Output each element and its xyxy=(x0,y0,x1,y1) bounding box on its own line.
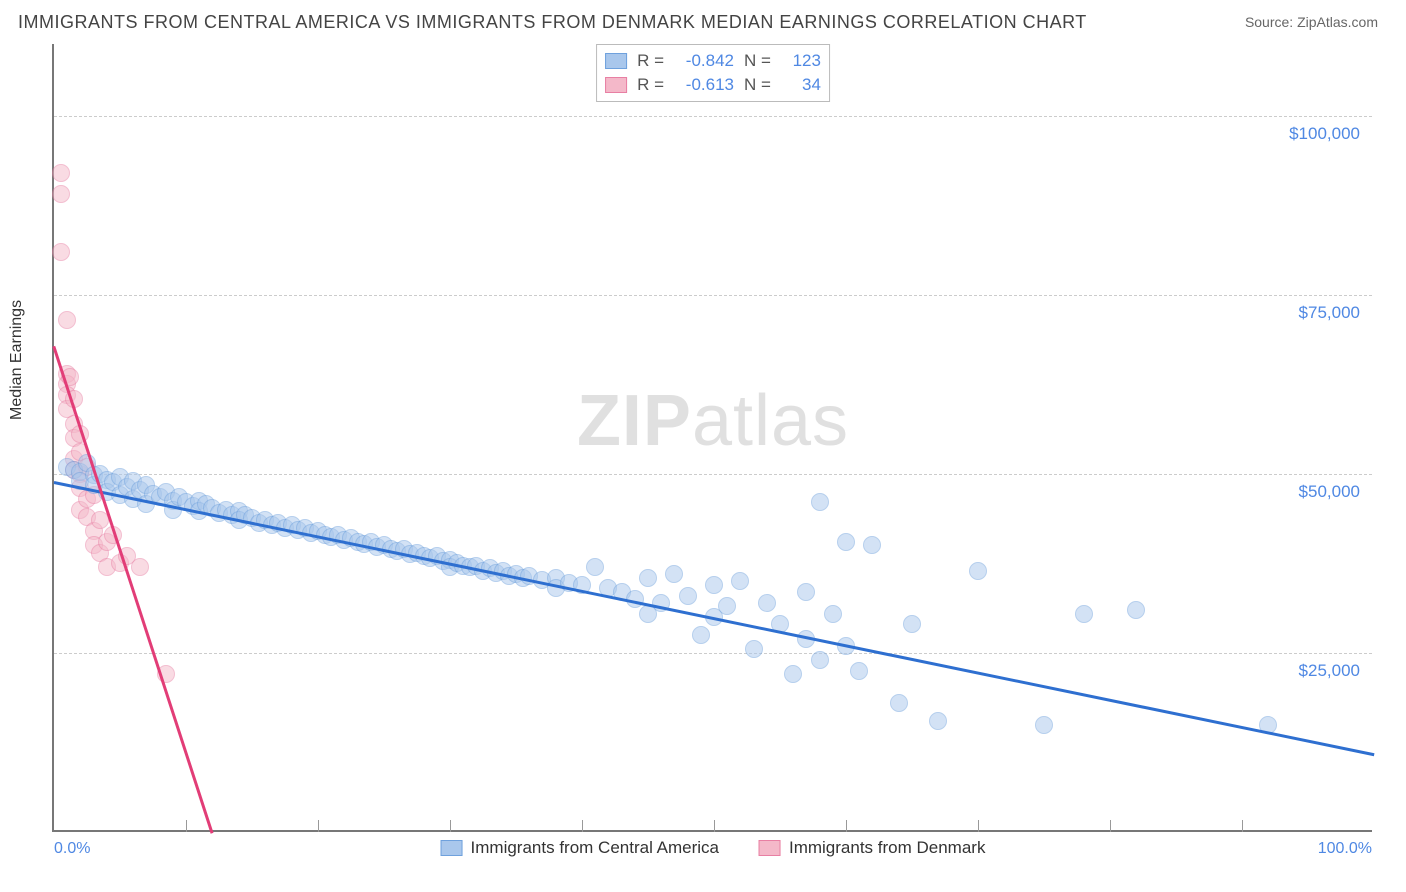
stats-row-denmark: R = -0.613 N = 34 xyxy=(605,73,821,97)
trend-line-denmark xyxy=(53,346,214,834)
scatter-point-denmark xyxy=(52,243,70,261)
scatter-point-central_america xyxy=(811,493,829,511)
gridline-h xyxy=(54,295,1372,296)
scatter-point-central_america xyxy=(745,640,763,658)
scatter-point-central_america xyxy=(784,665,802,683)
swatch-denmark xyxy=(759,840,781,856)
chart-title: IMMIGRANTS FROM CENTRAL AMERICA VS IMMIG… xyxy=(18,12,1087,33)
n-label: N = xyxy=(744,51,771,71)
trend-line-central_america xyxy=(54,481,1374,756)
series-legend: Immigrants from Central America Immigrant… xyxy=(441,838,986,858)
scatter-point-denmark xyxy=(58,311,76,329)
scatter-point-central_america xyxy=(639,569,657,587)
swatch-central_america xyxy=(605,53,627,69)
y-axis-label: Median Earnings xyxy=(8,300,26,420)
scatter-point-central_america xyxy=(758,594,776,612)
scatter-point-central_america xyxy=(692,626,710,644)
r-label: R = xyxy=(637,51,664,71)
y-tick-label: $100,000 xyxy=(1289,124,1360,144)
scatter-point-central_america xyxy=(679,587,697,605)
source-link[interactable]: ZipAtlas.com xyxy=(1297,14,1378,30)
gridline-h xyxy=(54,116,1372,117)
gridline-h xyxy=(54,653,1372,654)
swatch-central_america xyxy=(441,840,463,856)
scatter-point-central_america xyxy=(863,536,881,554)
scatter-point-central_america xyxy=(586,558,604,576)
gridline-v xyxy=(582,820,583,832)
gridline-v xyxy=(318,820,319,832)
gridline-v xyxy=(1242,820,1243,832)
scatter-point-denmark xyxy=(52,164,70,182)
gridline-v xyxy=(1110,820,1111,832)
watermark: ZIPatlas xyxy=(577,380,849,462)
scatter-point-central_america xyxy=(850,662,868,680)
gridline-v xyxy=(186,820,187,832)
y-tick-label: $25,000 xyxy=(1299,661,1360,681)
legend-label: Immigrants from Denmark xyxy=(789,838,985,858)
stats-legend: R = -0.842 N = 123 R = -0.613 N = 34 xyxy=(596,44,830,102)
x-tick-label: 0.0% xyxy=(54,840,90,858)
scatter-point-central_america xyxy=(1075,605,1093,623)
scatter-point-central_america xyxy=(811,651,829,669)
stats-row-central_america: R = -0.842 N = 123 xyxy=(605,49,821,73)
scatter-point-central_america xyxy=(903,615,921,633)
swatch-denmark xyxy=(605,77,627,93)
scatter-point-central_america xyxy=(665,565,683,583)
scatter-point-central_america xyxy=(1127,601,1145,619)
scatter-point-central_america xyxy=(718,597,736,615)
scatter-point-central_america xyxy=(705,576,723,594)
source-credit: Source: ZipAtlas.com xyxy=(1245,14,1378,30)
n-value: 123 xyxy=(781,51,821,71)
r-value: -0.613 xyxy=(674,75,734,95)
y-tick-label: $75,000 xyxy=(1299,303,1360,323)
legend-item-central_america: Immigrants from Central America xyxy=(441,838,719,858)
legend-label: Immigrants from Central America xyxy=(471,838,719,858)
gridline-v xyxy=(978,820,979,832)
gridline-v xyxy=(714,820,715,832)
gridline-h xyxy=(54,474,1372,475)
source-label: Source: xyxy=(1245,14,1293,30)
gridline-v xyxy=(450,820,451,832)
gridline-v xyxy=(846,820,847,832)
scatter-point-central_america xyxy=(797,583,815,601)
scatter-point-central_america xyxy=(1035,716,1053,734)
legend-item-denmark: Immigrants from Denmark xyxy=(759,838,985,858)
scatter-point-central_america xyxy=(731,572,749,590)
scatter-point-denmark xyxy=(52,185,70,203)
scatter-point-central_america xyxy=(890,694,908,712)
y-tick-label: $50,000 xyxy=(1299,482,1360,502)
r-value: -0.842 xyxy=(674,51,734,71)
scatter-point-central_america xyxy=(969,562,987,580)
plot-area: ZIPatlas $25,000$50,000$75,000$100,0000.… xyxy=(52,44,1372,832)
n-label: N = xyxy=(744,75,771,95)
scatter-point-central_america xyxy=(929,712,947,730)
scatter-point-central_america xyxy=(824,605,842,623)
n-value: 34 xyxy=(781,75,821,95)
x-tick-label: 100.0% xyxy=(1318,840,1372,858)
r-label: R = xyxy=(637,75,664,95)
scatter-point-central_america xyxy=(837,533,855,551)
scatter-point-denmark xyxy=(131,558,149,576)
